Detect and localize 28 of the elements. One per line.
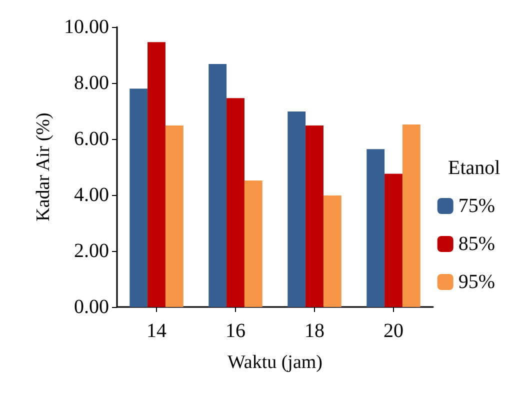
bar xyxy=(384,174,402,307)
bar xyxy=(366,149,385,307)
bar xyxy=(244,180,262,307)
bar xyxy=(226,98,244,307)
legend-label: 75% xyxy=(458,195,496,217)
bar xyxy=(402,124,420,307)
y-tick-label: 2.00 xyxy=(74,240,109,262)
bar xyxy=(306,126,324,307)
x-tick-label: 14 xyxy=(146,320,166,342)
x-tick-label: 16 xyxy=(226,320,246,342)
x-tick-label: 18 xyxy=(304,320,324,342)
legend-label: 95% xyxy=(458,271,496,293)
y-tick-label: 10.00 xyxy=(64,16,109,38)
bar xyxy=(208,64,227,307)
y-tick-label: 8.00 xyxy=(74,72,109,94)
legend-title: Etanol xyxy=(448,157,501,179)
bar xyxy=(148,42,166,307)
bar xyxy=(288,112,306,307)
bar xyxy=(165,126,184,307)
y-tick-label: 4.00 xyxy=(74,184,109,206)
y-tick-label: 0.00 xyxy=(74,296,109,318)
y-axis-title: Kadar Air (%) xyxy=(33,112,54,222)
legend-label: 85% xyxy=(458,233,496,255)
x-axis-title: Waktu (jam) xyxy=(227,352,323,373)
x-tick-label: 20 xyxy=(384,320,404,342)
bar xyxy=(323,196,342,307)
bar xyxy=(130,88,148,307)
y-tick-label: 6.00 xyxy=(74,128,109,150)
